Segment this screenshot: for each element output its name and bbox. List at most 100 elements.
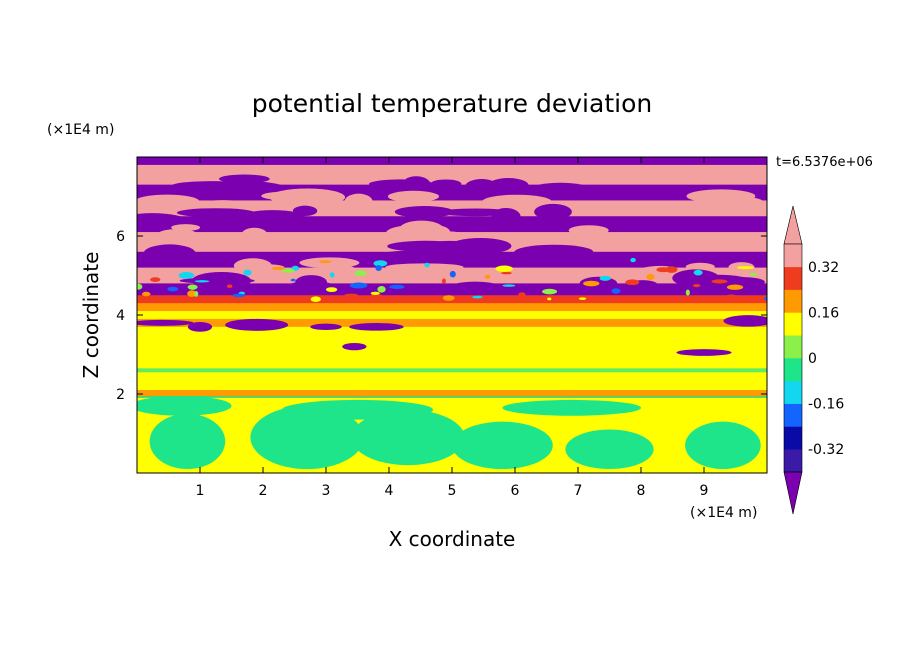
field-blob bbox=[319, 260, 332, 264]
field-blob bbox=[656, 267, 671, 273]
colorbar-segment bbox=[784, 403, 802, 427]
x-tick-label: 8 bbox=[637, 483, 646, 499]
field-blob bbox=[292, 205, 318, 216]
field-blob bbox=[611, 288, 621, 294]
field-blob bbox=[271, 266, 286, 270]
field-blob bbox=[299, 257, 360, 269]
field-blob bbox=[344, 193, 373, 211]
field-blob bbox=[394, 206, 455, 218]
field-blob bbox=[172, 181, 254, 190]
x-tick-label: 7 bbox=[574, 483, 583, 499]
field-blob bbox=[686, 189, 756, 204]
field-blob bbox=[763, 297, 767, 301]
field-blob bbox=[351, 409, 465, 466]
colorbar-segment bbox=[784, 335, 802, 359]
colorbar-extend-min bbox=[783, 471, 803, 515]
colorbar-tick-label: -0.16 bbox=[808, 397, 844, 413]
colorbar-tick-label: 0 bbox=[808, 351, 817, 367]
field-blob bbox=[171, 224, 201, 231]
field-blob bbox=[344, 293, 358, 297]
field-blob bbox=[547, 297, 552, 301]
field-blob bbox=[583, 280, 600, 287]
y-tick-label: 6 bbox=[116, 229, 125, 245]
time-label: t=6.5376e+06 bbox=[776, 155, 873, 170]
field-blob bbox=[368, 179, 434, 189]
field-blob bbox=[233, 258, 272, 274]
field-blob bbox=[452, 421, 553, 470]
field-blob bbox=[385, 225, 443, 242]
field-blob bbox=[354, 270, 367, 277]
field-blob bbox=[178, 271, 195, 279]
field-blob bbox=[349, 323, 404, 331]
field-blob bbox=[137, 393, 767, 396]
field-blob bbox=[241, 227, 268, 241]
field-blob bbox=[370, 291, 380, 295]
field-blob bbox=[542, 288, 558, 295]
x-tick-label: 5 bbox=[448, 483, 457, 499]
field-blob bbox=[506, 233, 555, 241]
x-tick-label: 1 bbox=[196, 483, 205, 499]
field-blob bbox=[414, 245, 492, 260]
field-blob bbox=[685, 262, 715, 271]
y-axis-unit: (×1E4 m) bbox=[47, 122, 114, 138]
field-blob bbox=[218, 174, 270, 184]
field-blob bbox=[685, 289, 690, 296]
field-band bbox=[137, 251, 767, 269]
field-band bbox=[137, 303, 767, 312]
field-blob bbox=[194, 291, 199, 297]
field-blob bbox=[676, 349, 732, 356]
field-blob bbox=[331, 265, 360, 281]
field-blob bbox=[137, 283, 143, 290]
field-band bbox=[137, 216, 767, 233]
field-blob bbox=[389, 284, 405, 290]
field-blob bbox=[310, 296, 321, 303]
field-blob bbox=[149, 413, 226, 470]
field-blob bbox=[387, 190, 439, 203]
x-tick-label: 4 bbox=[385, 483, 394, 499]
plot-area bbox=[136, 156, 768, 474]
colorbar-tick-label: 0.16 bbox=[808, 305, 839, 321]
field-blob bbox=[137, 368, 767, 373]
field-blob bbox=[143, 244, 196, 263]
colorbar-segment bbox=[784, 380, 802, 404]
colorbar-frame bbox=[783, 243, 803, 473]
field-blob bbox=[438, 208, 513, 217]
field-blob bbox=[646, 273, 655, 281]
field-blob bbox=[495, 265, 513, 272]
field-blob bbox=[519, 251, 585, 260]
field-blob bbox=[502, 284, 516, 287]
x-tick-label: 3 bbox=[322, 483, 331, 499]
field-blob bbox=[726, 284, 744, 290]
field-blob bbox=[441, 278, 446, 284]
field-blob bbox=[137, 319, 194, 326]
field-blob bbox=[424, 262, 430, 268]
field-blob bbox=[565, 429, 654, 470]
field-blob bbox=[187, 321, 213, 332]
field-blob bbox=[685, 421, 761, 470]
field-blob bbox=[726, 294, 736, 297]
field-blob bbox=[534, 203, 572, 220]
field-blob bbox=[518, 292, 526, 297]
colorbar-segment bbox=[784, 312, 802, 336]
field-blob bbox=[578, 297, 587, 300]
field-blob bbox=[187, 290, 197, 297]
field-blob bbox=[375, 264, 382, 271]
y-axis-label: Z coordinate bbox=[79, 252, 103, 379]
field-blob bbox=[194, 280, 210, 283]
x-axis: 1 2 3 4 5 6 7 8 9 bbox=[196, 157, 709, 499]
field-blob bbox=[501, 271, 512, 275]
field-blob bbox=[442, 295, 455, 301]
field-blob bbox=[692, 283, 701, 288]
field-blob bbox=[137, 395, 232, 416]
field-blob bbox=[295, 275, 328, 290]
field-blob bbox=[484, 274, 491, 279]
field-blob bbox=[630, 257, 636, 263]
field-blob bbox=[310, 323, 342, 331]
x-tick-label: 9 bbox=[700, 483, 709, 499]
field-blob bbox=[243, 269, 252, 276]
chart-title: potential temperature deviation bbox=[252, 89, 652, 118]
field-blob bbox=[329, 272, 335, 278]
x-tick-label: 6 bbox=[511, 483, 520, 499]
field-blob bbox=[137, 194, 200, 209]
